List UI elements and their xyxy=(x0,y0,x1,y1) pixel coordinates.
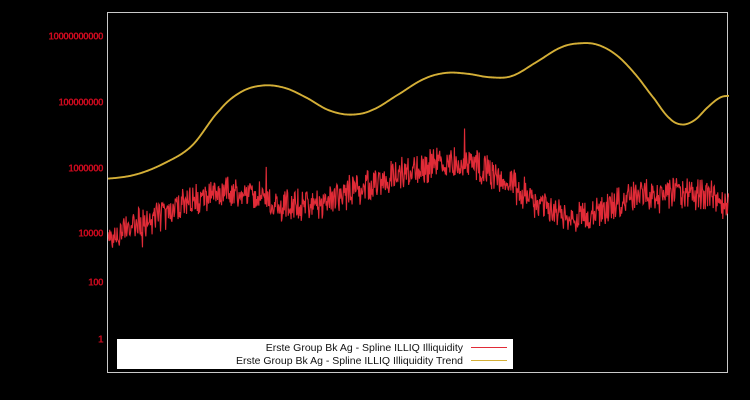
legend-label: Erste Group Bk Ag - Spline ILLIQ Illiqui… xyxy=(235,354,463,367)
y-tick-label: 1 xyxy=(98,334,104,346)
series-illiquidity xyxy=(108,128,729,248)
legend-entry-illiquidity-trend[interactable]: Erste Group Bk Ag - Spline ILLIQ Illiqui… xyxy=(117,354,513,367)
y-axis-tick-labels: 10000000000 100000000 1000000 10000 100 … xyxy=(0,0,103,400)
y-tick-label: 100 xyxy=(88,277,103,289)
chart-svg xyxy=(108,42,729,248)
chart-legend: Erste Group Bk Ag - Spline ILLIQ Illiqui… xyxy=(117,339,513,369)
y-tick-label: 100000000 xyxy=(58,97,103,109)
legend-swatch-illiquidity xyxy=(471,347,507,348)
legend-label: Erste Group Bk Ag - Spline ILLIQ Illiqui… xyxy=(265,341,463,354)
y-tick-label: 10000 xyxy=(78,228,103,240)
legend-swatch-illiquidity-trend xyxy=(471,360,507,361)
legend-entry-illiquidity[interactable]: Erste Group Bk Ag - Spline ILLIQ Illiqui… xyxy=(117,341,513,354)
series-illiquidity-trend xyxy=(108,42,729,180)
plot-area xyxy=(107,12,729,373)
y-tick-label: 10000000000 xyxy=(48,31,103,43)
y-tick-label: 1000000 xyxy=(68,163,103,175)
